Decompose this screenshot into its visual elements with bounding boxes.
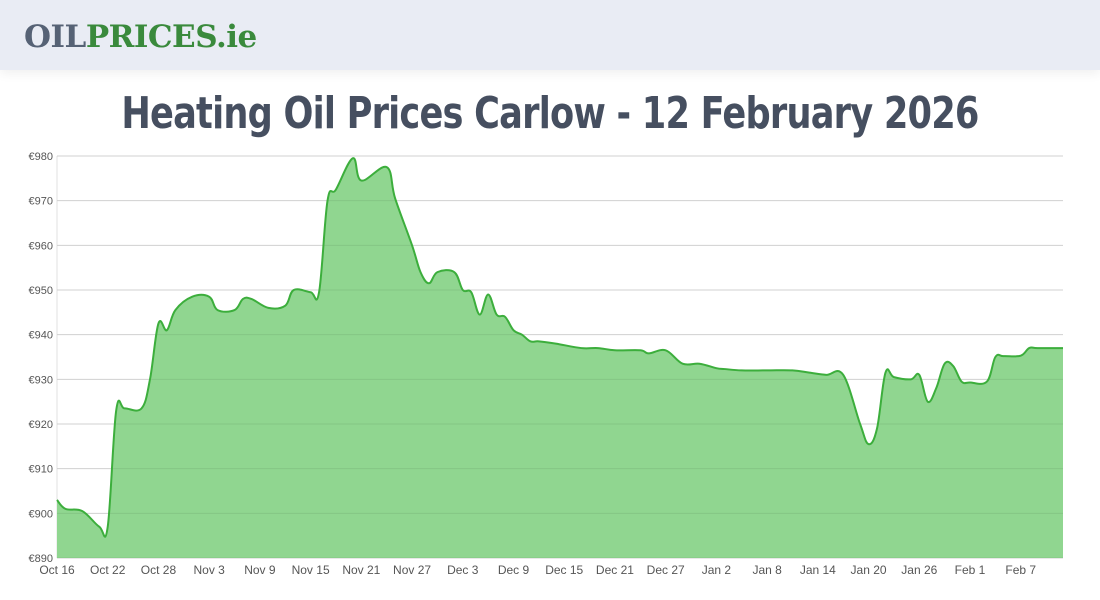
x-tick-label: Dec 3 [447, 563, 479, 577]
x-tick-label: Oct 28 [141, 563, 177, 577]
x-tick-label: Jan 8 [752, 563, 782, 577]
x-tick-label: Nov 3 [193, 563, 225, 577]
y-tick-label: €960 [29, 240, 53, 252]
x-tick-label: Oct 22 [90, 563, 126, 577]
y-tick-label: €900 [29, 508, 53, 520]
x-tick-label: Dec 27 [647, 563, 685, 577]
x-tick-label: Dec 21 [596, 563, 634, 577]
x-tick-label: Dec 9 [498, 563, 530, 577]
logo-prices-text: PRICES.ie [85, 19, 257, 55]
x-tick-label: Nov 21 [342, 563, 380, 577]
y-tick-label: €940 [29, 330, 53, 342]
price-line [56, 157, 1063, 538]
y-tick-label: €970 [29, 196, 53, 208]
site-header: OILPRICES.ie [0, 0, 1100, 70]
x-tick-label: Feb 7 [1005, 563, 1036, 577]
x-tick-label: Jan 2 [702, 563, 732, 577]
x-tick-label: Nov 27 [393, 563, 431, 577]
y-tick-label: €980 [29, 151, 53, 163]
x-tick-label: Nov 15 [292, 563, 330, 577]
x-tick-label: Oct 16 [39, 563, 75, 577]
x-tick-label: Jan 20 [851, 563, 887, 577]
y-tick-label: €950 [29, 285, 53, 297]
site-logo[interactable]: OILPRICES.ie [24, 17, 257, 57]
price-area-fill [57, 158, 1063, 558]
y-tick-label: €930 [29, 374, 53, 386]
page-title: Heating Oil Prices Carlow - 12 February … [121, 88, 979, 139]
y-tick-label: €890 [29, 553, 53, 565]
x-tick-label: Feb 1 [955, 563, 986, 577]
x-tick-label: Jan 26 [901, 563, 937, 577]
x-tick-label: Nov 9 [244, 563, 276, 577]
price-chart-svg: €980 €970 €960 €950 €940 €930 €920 €910 €900 €890… [29, 151, 1063, 577]
logo-oil-text: OIL [24, 19, 86, 55]
price-chart[interactable]: €980 €970 €960 €950 €940 €930 €920 €910 €900 €890… [0, 140, 1100, 600]
x-tick-label: Jan 14 [800, 563, 836, 577]
x-tick-label: Dec 15 [545, 563, 583, 577]
y-tick-label: €910 [29, 464, 53, 476]
y-tick-label: €920 [29, 419, 53, 431]
